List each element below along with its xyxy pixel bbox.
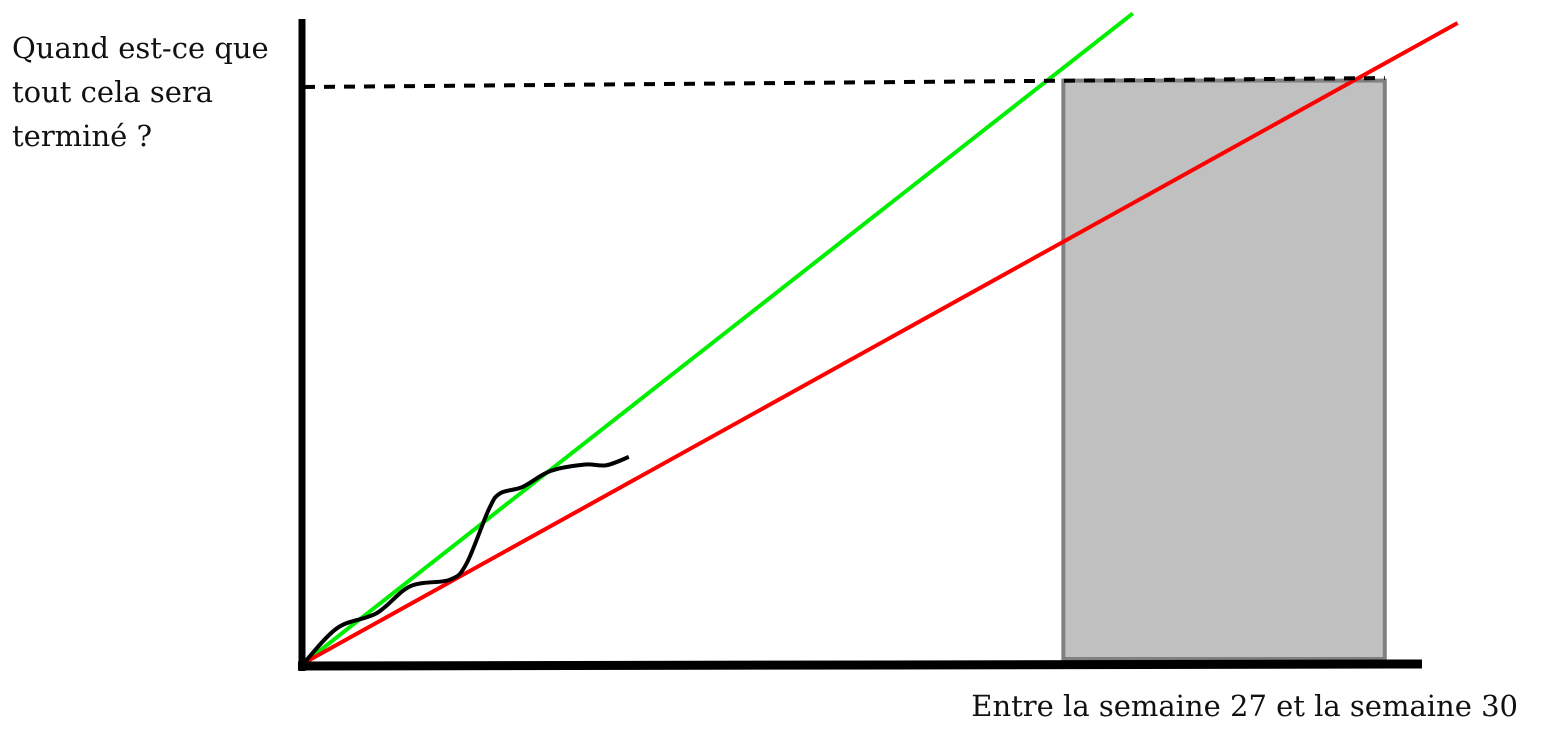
x-axis <box>297 659 1423 671</box>
y-axis-label: Quand est-ce que tout cela sera terminé … <box>12 31 269 153</box>
forecast-range-band <box>1061 78 1387 662</box>
x-axis-label: Entre la semaine 27 et la semaine 30 <box>971 689 1518 723</box>
actual-progress-line <box>302 455 630 665</box>
optimistic-trend-line <box>302 11 1135 665</box>
pessimistic-trend-line <box>303 21 1459 665</box>
scope-target-line <box>303 76 1385 89</box>
